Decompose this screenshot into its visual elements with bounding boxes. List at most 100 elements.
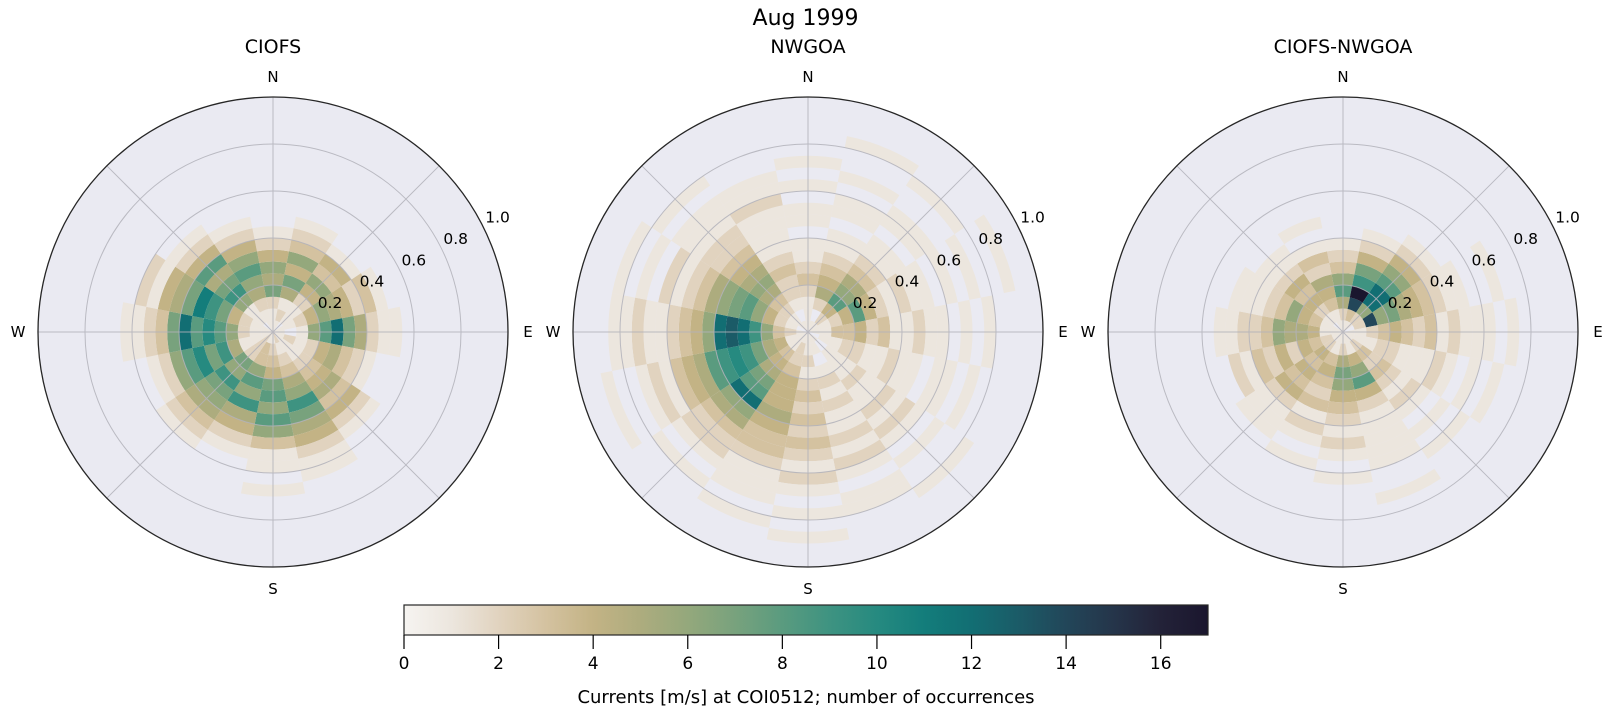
- rose-cell: [1303, 262, 1332, 284]
- rose-cell: [876, 279, 901, 316]
- rose-cell: [277, 351, 293, 367]
- rose-cell: [215, 299, 234, 323]
- rose-cell: [824, 239, 861, 264]
- rose-cell: [203, 292, 225, 321]
- radial-tick-label: 0.2: [853, 294, 878, 312]
- rose-cell: [669, 357, 701, 411]
- rose-cell: [146, 354, 176, 404]
- rose-cell: [866, 286, 889, 319]
- subplot-title-ciofs: CIOFS: [244, 36, 302, 58]
- rose-cell: [808, 325, 820, 332]
- rose-cell: [1450, 357, 1482, 411]
- rose-cell: [658, 359, 691, 417]
- rose-cell: [788, 297, 804, 313]
- rose-cell: [716, 170, 779, 205]
- compass-label-w: W: [11, 323, 26, 341]
- radial-tick-label: 0.2: [1388, 294, 1413, 312]
- rose-cell: [817, 334, 832, 346]
- rose-cell: [727, 345, 750, 378]
- rose-cell: [249, 318, 264, 330]
- rose-cell: [169, 273, 195, 314]
- colorbar-tick-label: 0: [399, 654, 410, 674]
- rose-cell: [761, 338, 779, 359]
- radial-tick-label: 1.0: [1555, 209, 1580, 227]
- rose-cell: [1319, 334, 1334, 346]
- rose-cell: [1345, 308, 1357, 323]
- rose-cell: [277, 297, 293, 313]
- rose-cell: [300, 449, 358, 482]
- rose-cell: [1401, 345, 1424, 378]
- rose-cell: [273, 325, 285, 332]
- polar-grid-spoke: [1342, 331, 1510, 499]
- rose-cell: [289, 239, 326, 264]
- rose-cell: [801, 320, 808, 332]
- subplot-title-nwgoa: NWGOA: [770, 36, 846, 58]
- compass-label-n: N: [267, 68, 278, 86]
- rose-cell: [762, 251, 795, 274]
- rose-cell: [261, 325, 273, 332]
- rose-cell: [1421, 273, 1447, 314]
- rose-cell: [742, 419, 788, 448]
- rose-cell: [1347, 351, 1363, 367]
- rose-cell: [233, 262, 262, 284]
- rose-cell: [1382, 299, 1401, 323]
- polar-rim: [1107, 96, 1579, 568]
- rose-cell: [824, 400, 861, 425]
- rose-cell: [341, 348, 366, 385]
- polar-grid-spoke: [1342, 165, 1510, 333]
- rose-cell: [681, 354, 711, 404]
- rose-cell: [773, 312, 789, 328]
- rose-cell: [1303, 380, 1332, 402]
- rose-cell: [1470, 361, 1505, 424]
- rose-cell: [738, 292, 760, 321]
- rose-cell: [312, 341, 331, 365]
- polar-grid-spoke: [807, 331, 975, 499]
- rose-cell: [729, 193, 783, 225]
- rose-cell: [279, 361, 300, 379]
- rose-cell: [814, 285, 835, 303]
- rose-cell: [282, 371, 306, 390]
- rose-cell: [1430, 352, 1459, 398]
- rose-cell: [1323, 297, 1339, 313]
- rose-cell: [866, 345, 889, 378]
- rose-cell: [826, 410, 867, 436]
- rose-cell: [261, 332, 273, 339]
- rose-cell: [1273, 343, 1295, 372]
- rose-cell: [1308, 336, 1324, 352]
- rose-cell: [1331, 332, 1343, 339]
- rose-cell: [293, 419, 339, 448]
- rose-cell: [275, 341, 287, 356]
- rose-cell: [808, 320, 815, 332]
- rose-cell: [249, 334, 264, 346]
- rose-cell: [814, 361, 835, 379]
- rose-cell: [736, 205, 786, 235]
- rose-cell: [286, 390, 319, 413]
- rose-cell: [775, 371, 799, 390]
- rose-cell: [681, 260, 711, 310]
- rose-cell: [762, 390, 795, 413]
- rose-cell: [1262, 286, 1285, 319]
- rose-cell: [876, 348, 901, 385]
- compass-label-n: N: [802, 68, 813, 86]
- polar-grid-spoke: [272, 165, 440, 333]
- colorbar-bar: [403, 604, 1209, 636]
- rose-cell: [220, 400, 257, 425]
- rose-cell: [279, 285, 300, 303]
- rose-cell: [1361, 410, 1402, 436]
- rose-cell: [773, 336, 789, 352]
- rose-cell: [226, 305, 244, 326]
- rose-cell: [812, 297, 828, 313]
- rose-cell: [925, 359, 958, 417]
- rose-cell: [1352, 334, 1367, 346]
- rose-cell: [1349, 285, 1370, 303]
- rose-cell: [240, 371, 264, 390]
- rose-cell: [214, 410, 255, 436]
- colorbar-tick-label: 4: [588, 654, 599, 674]
- rose-cell: [291, 228, 332, 254]
- rose-cell: [169, 350, 195, 391]
- rose-cell: [1310, 274, 1334, 293]
- polar-grid-spoke: [106, 165, 274, 333]
- rose-cell: [1375, 468, 1441, 505]
- rose-cell: [1382, 341, 1401, 365]
- rose-cell: [810, 341, 822, 356]
